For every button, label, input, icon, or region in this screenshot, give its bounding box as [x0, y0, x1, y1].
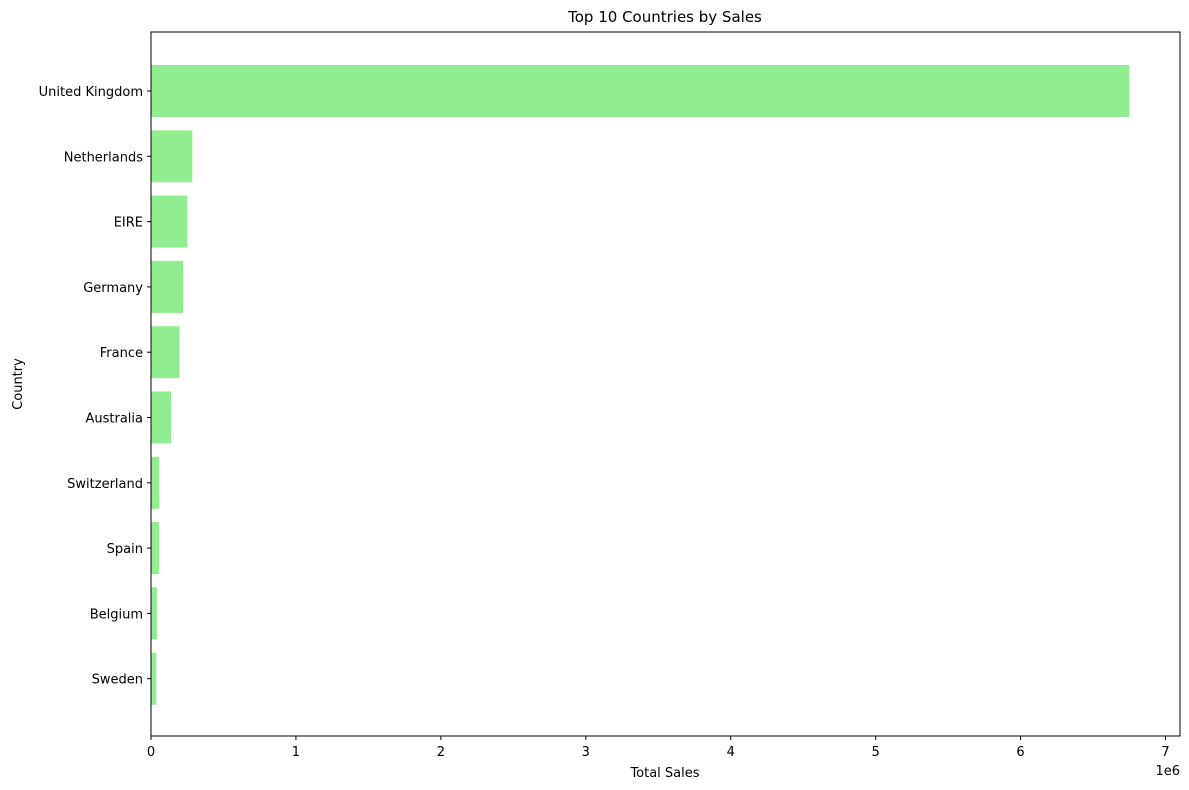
- y-tick-label: Belgium: [90, 607, 143, 622]
- x-tick-label: 7: [1161, 745, 1169, 760]
- x-axis-offset-label: 1e6: [1155, 764, 1180, 779]
- bar-spain: [151, 522, 159, 575]
- bar-australia: [151, 391, 172, 444]
- y-axis-label: Country: [11, 358, 26, 410]
- chart-title: Top 10 Countries by Sales: [567, 8, 762, 26]
- bar-eire: [151, 195, 188, 248]
- y-tick-label: France: [100, 346, 143, 361]
- x-tick-label: 1: [292, 745, 300, 760]
- x-axis-label: Total Sales: [629, 766, 699, 781]
- y-tick-label: Switzerland: [67, 477, 143, 492]
- x-axis-ticks: 0 1 2 3 4 5 6 7: [147, 736, 1170, 760]
- bar-sweden: [151, 652, 157, 705]
- y-tick-label: Sweden: [92, 673, 143, 688]
- x-tick-label: 2: [437, 745, 445, 760]
- x-tick-label: 6: [1016, 745, 1024, 760]
- y-axis-ticks: United Kingdom Netherlands EIRE Germany Fran…: [39, 85, 151, 688]
- bar-germany: [151, 260, 184, 313]
- bar-netherlands: [151, 130, 193, 183]
- x-tick-label: 0: [147, 745, 155, 760]
- bar-france: [151, 326, 180, 379]
- plot-frame: [150, 31, 1181, 737]
- y-tick-label: Netherlands: [64, 150, 143, 165]
- bar-united-kingdom: [151, 65, 1130, 117]
- x-tick-label: 4: [727, 745, 735, 760]
- x-tick-label: 3: [582, 745, 590, 760]
- bar-belgium: [151, 587, 157, 640]
- y-tick-label: Spain: [107, 542, 143, 557]
- x-tick-label: 5: [872, 745, 880, 760]
- y-tick-label: United Kingdom: [39, 85, 143, 100]
- bars-group: [151, 65, 1130, 705]
- y-tick-label: Germany: [83, 281, 143, 296]
- bar-switzerland: [151, 456, 160, 509]
- y-tick-label: EIRE: [114, 216, 143, 231]
- y-tick-label: Australia: [85, 412, 143, 427]
